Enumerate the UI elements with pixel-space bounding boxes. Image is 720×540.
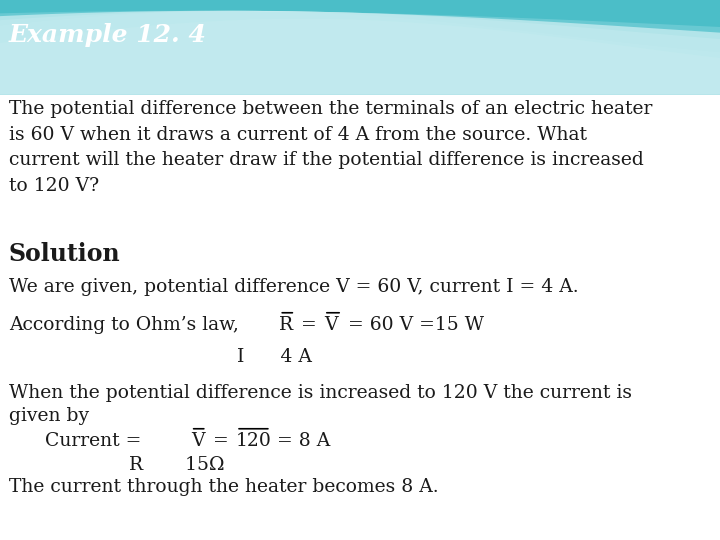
Text: The potential difference between the terminals of an electric heater
is 60 V whe: The potential difference between the ter… <box>9 100 652 195</box>
Text: The current through the heater becomes 8 A.: The current through the heater becomes 8… <box>9 478 438 496</box>
Polygon shape <box>0 11 720 94</box>
Text: Example 12. 4: Example 12. 4 <box>9 23 207 46</box>
Text: Current =: Current = <box>9 432 147 450</box>
Text: We are given, potential difference V = 60 V, current I = 4 A.: We are given, potential difference V = 6… <box>9 278 578 296</box>
Text: Solution: Solution <box>9 242 120 266</box>
Text: V: V <box>191 432 204 450</box>
Text: R: R <box>279 316 294 334</box>
Bar <box>0 0 720 94</box>
Polygon shape <box>0 19 720 94</box>
Text: = 60 V =15 W: = 60 V =15 W <box>342 316 484 334</box>
Text: 120: 120 <box>236 432 272 450</box>
Text: According to Ohm’s law,: According to Ohm’s law, <box>9 316 256 334</box>
Text: =: = <box>295 316 323 334</box>
Text: given by: given by <box>9 407 89 425</box>
Text: = 8 A: = 8 A <box>271 432 330 450</box>
Text: V: V <box>324 316 338 334</box>
Text: When the potential difference is increased to 120 V the current is: When the potential difference is increas… <box>9 384 631 402</box>
Text: I      4 A: I 4 A <box>9 348 312 366</box>
Polygon shape <box>0 11 720 94</box>
Text: =: = <box>207 432 235 450</box>
Polygon shape <box>0 11 720 94</box>
Text: R       15Ω: R 15Ω <box>9 456 224 474</box>
Polygon shape <box>0 11 720 94</box>
